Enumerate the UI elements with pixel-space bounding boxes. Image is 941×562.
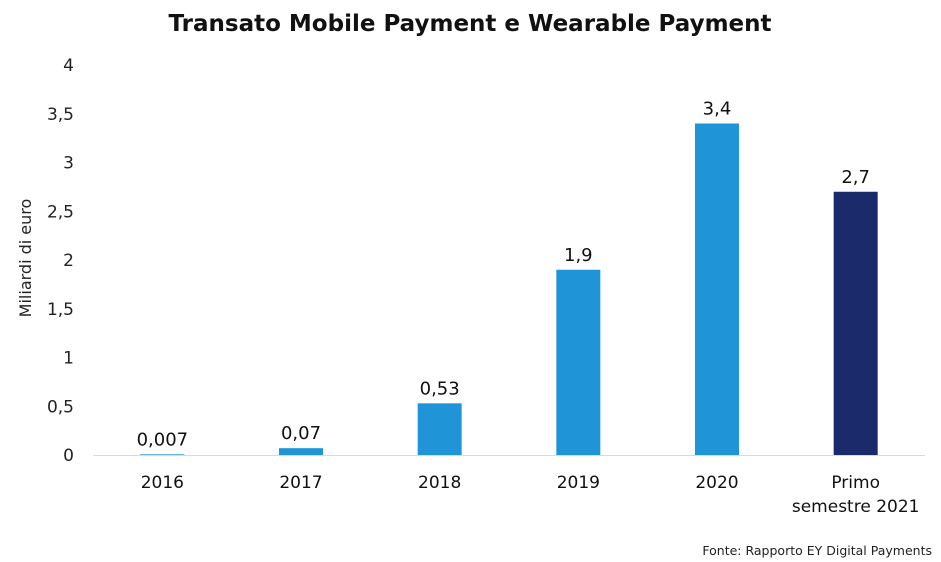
x-tick-label: Primo xyxy=(831,473,880,493)
y-tick-label: 1,5 xyxy=(47,300,74,320)
chart-title: Transato Mobile Payment e Wearable Payme… xyxy=(169,11,772,37)
y-axis: 0 0,5 1 1,5 2 2,5 3 3,5 4 xyxy=(47,56,74,466)
y-tick-label: 2,5 xyxy=(47,202,74,222)
data-label: 0,07 xyxy=(281,423,321,444)
bar xyxy=(556,269,601,455)
x-tick-label: 2016 xyxy=(141,473,184,493)
bar xyxy=(833,191,878,455)
bar xyxy=(279,448,323,455)
y-tick-label: 3,5 xyxy=(47,105,74,125)
x-tick-label: 2018 xyxy=(418,473,461,493)
y-axis-label: Miliardi di euro xyxy=(16,199,35,318)
bar xyxy=(695,123,739,455)
y-tick-label: 0,5 xyxy=(47,397,74,417)
y-tick-label: 0 xyxy=(63,446,74,466)
data-label: 0,007 xyxy=(137,429,189,450)
x-axis: 2016 2017 2018 2019 2020 Primo semestre 2021 xyxy=(141,473,920,517)
y-tick-label: 2 xyxy=(63,251,74,271)
bar xyxy=(140,454,185,455)
y-tick-label: 1 xyxy=(63,349,74,369)
x-tick-label: 2017 xyxy=(279,473,322,493)
data-label: 0,53 xyxy=(420,378,460,399)
data-label: 2,7 xyxy=(841,167,870,188)
y-tick-label: 3 xyxy=(63,154,74,174)
bar xyxy=(417,403,462,455)
y-tick-label: 4 xyxy=(63,56,74,76)
x-tick-label: semestre 2021 xyxy=(792,497,920,517)
bars-group xyxy=(140,123,878,455)
x-tick-label: 2019 xyxy=(557,473,600,493)
source-note: Fonte: Rapporto EY Digital Payments xyxy=(702,543,932,558)
data-labels: 0,007 0,07 0,53 1,9 3,4 2,7 xyxy=(137,99,870,451)
x-tick-label: 2020 xyxy=(695,473,738,493)
data-label: 3,4 xyxy=(703,99,732,120)
data-label: 1,9 xyxy=(564,245,593,266)
